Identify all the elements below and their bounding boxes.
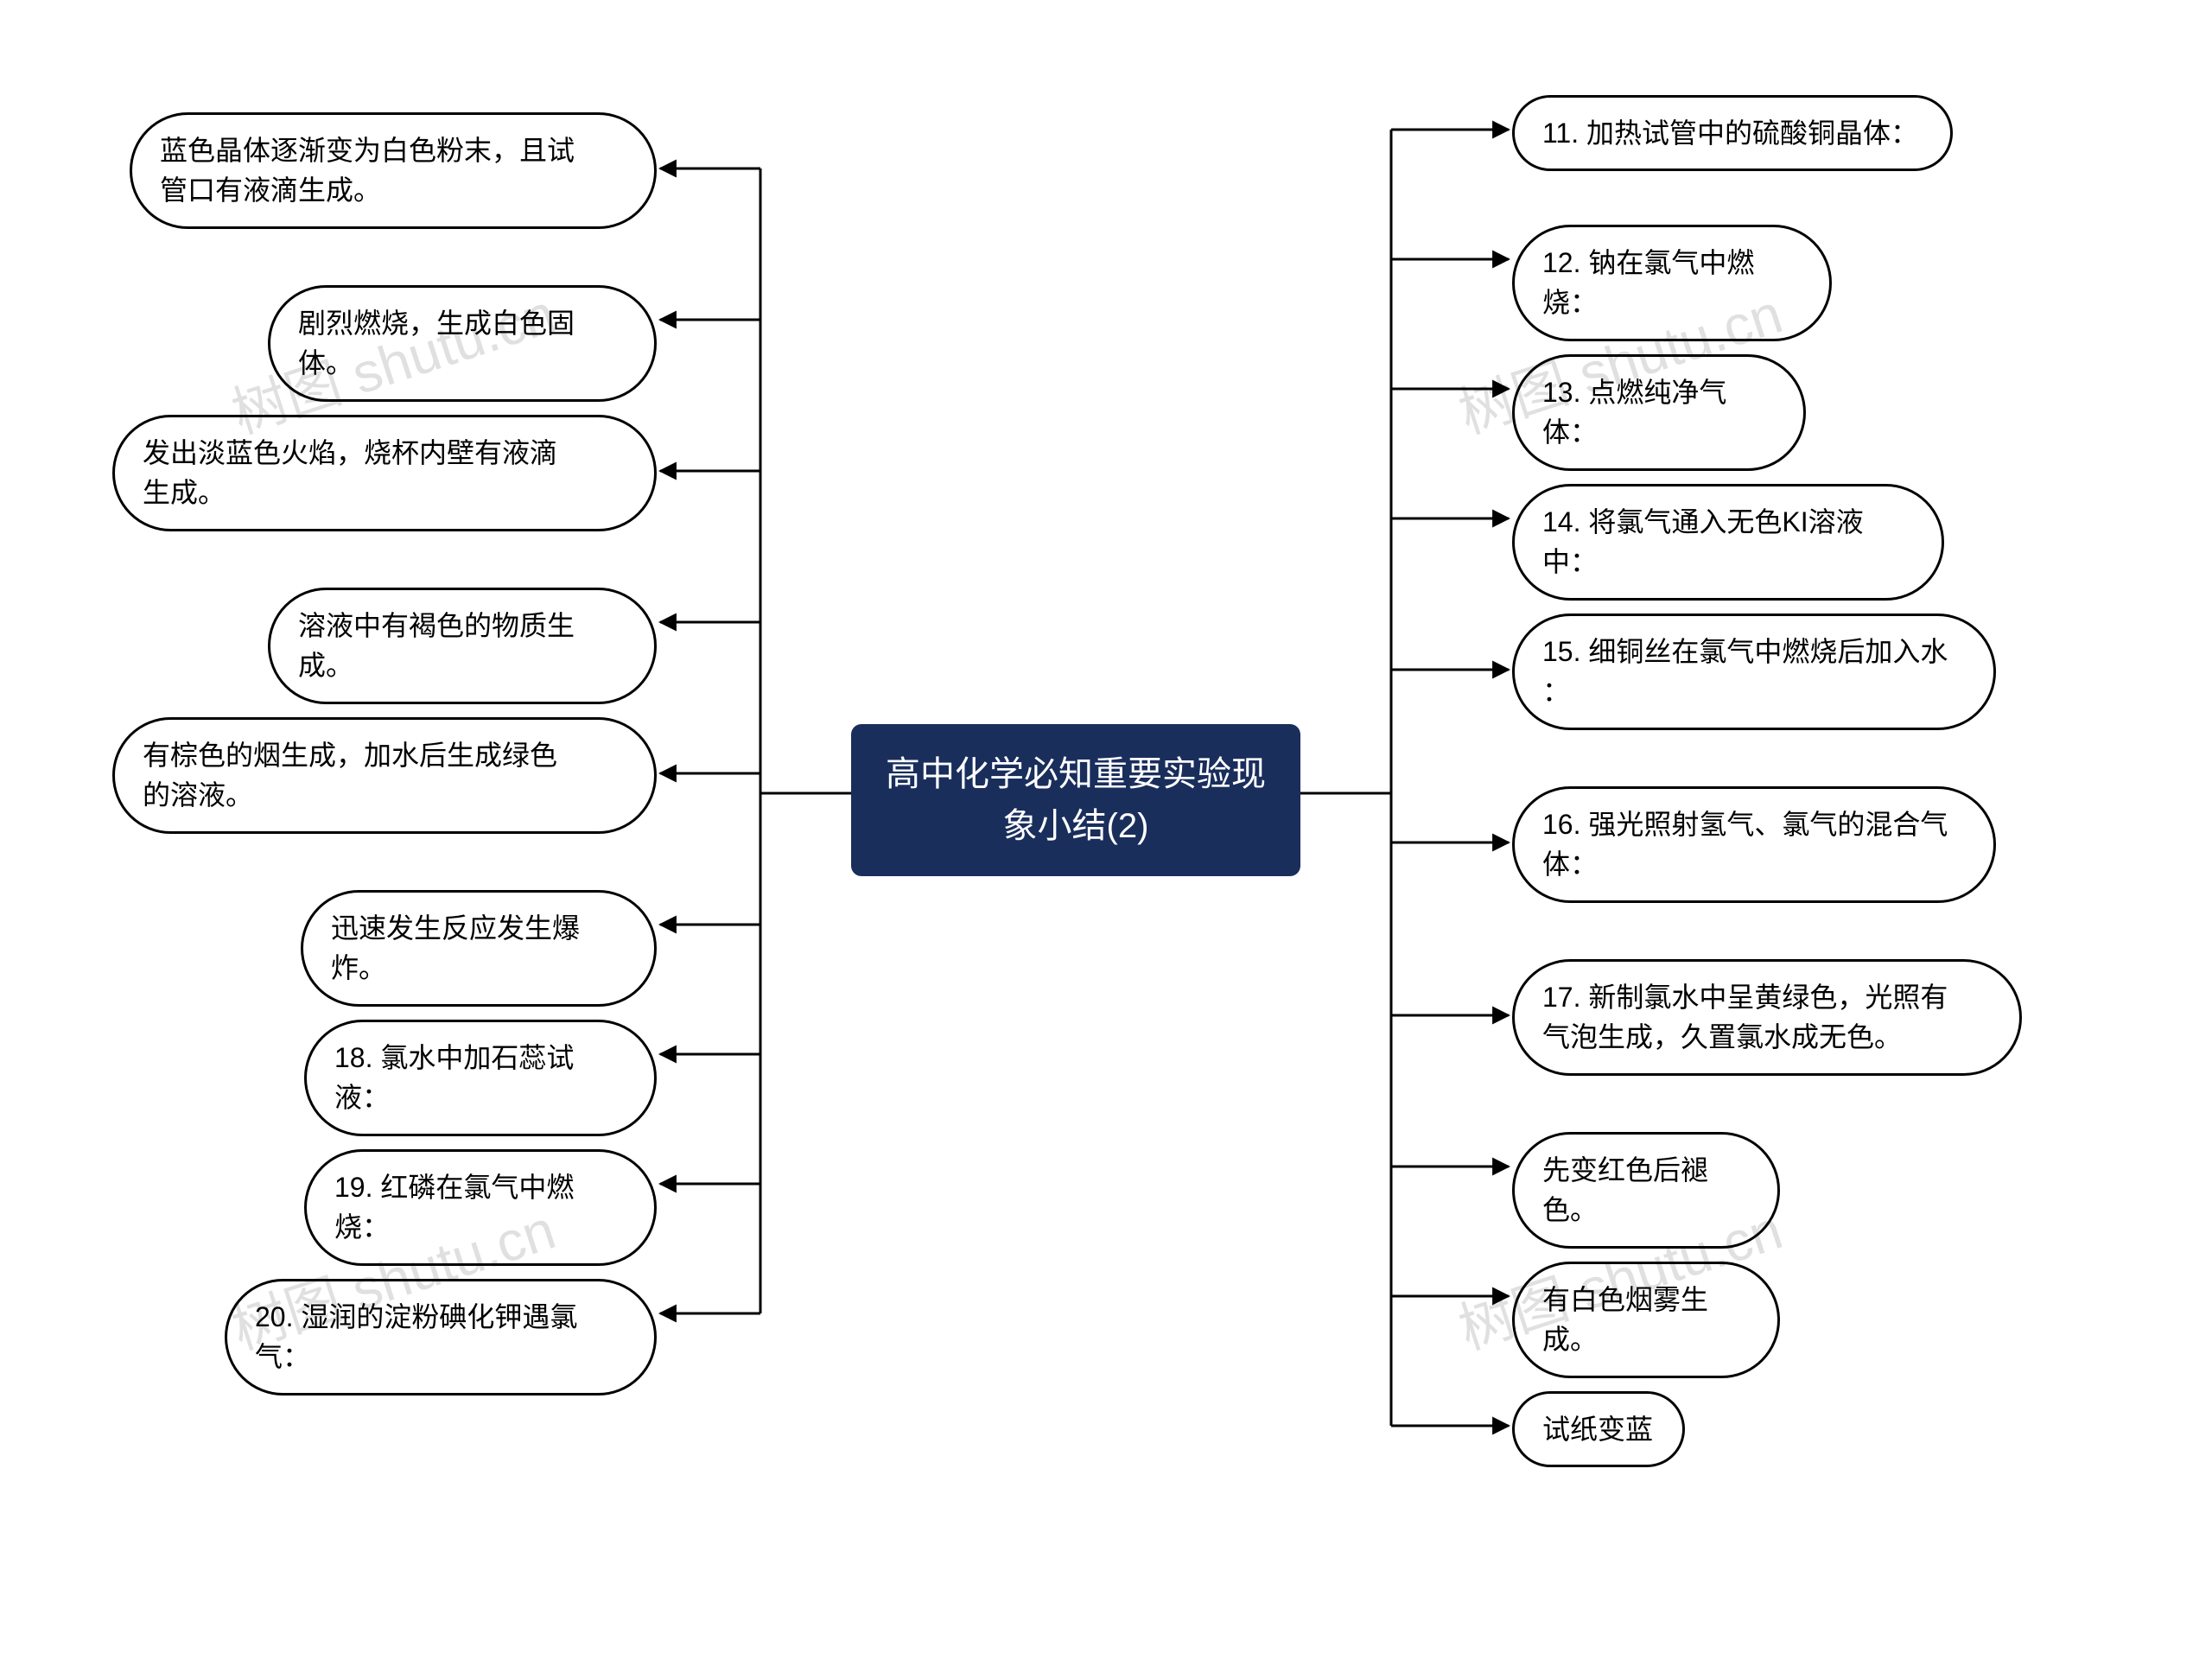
mindmap-canvas: 高中化学必知重要实验现象小结(2) 蓝色晶体逐渐变为白色粉末，且试管口有液滴生成… (0, 0, 2212, 1653)
left-node-9: 20. 湿润的淀粉碘化钾遇氯气： (225, 1279, 657, 1396)
left-node-2: 剧烈燃烧，生成白色固体。 (268, 285, 657, 402)
right-node-6: 16. 强光照射氢气、氯气的混合气体： (1512, 786, 1996, 903)
right-node-2: 12. 钠在氯气中燃烧： (1512, 225, 1832, 341)
left-node-1: 蓝色晶体逐渐变为白色粉末，且试管口有液滴生成。 (130, 112, 657, 229)
right-node-1: 11. 加热试管中的硫酸铜晶体： (1512, 95, 1953, 171)
left-node-7: 18. 氯水中加石蕊试液： (304, 1020, 657, 1136)
left-node-6: 迅速发生反应发生爆炸。 (301, 890, 657, 1007)
left-node-5: 有棕色的烟生成，加水后生成绿色的溶液。 (112, 717, 657, 834)
right-node-3: 13. 点燃纯净气体： (1512, 354, 1806, 471)
center-node: 高中化学必知重要实验现象小结(2) (851, 724, 1300, 876)
right-node-7: 17. 新制氯水中呈黄绿色，光照有气泡生成，久置氯水成无色。 (1512, 959, 2022, 1076)
right-node-8: 先变红色后褪色。 (1512, 1132, 1780, 1249)
right-node-4: 14. 将氯气通入无色KI溶液中： (1512, 484, 1944, 601)
right-node-9: 有白色烟雾生成。 (1512, 1262, 1780, 1378)
left-node-4: 溶液中有褐色的物质生成。 (268, 588, 657, 704)
right-node-5: 15. 细铜丝在氯气中燃烧后加入水： (1512, 614, 1996, 730)
left-node-8: 19. 红磷在氯气中燃烧： (304, 1149, 657, 1266)
right-node-10: 试纸变蓝 (1512, 1391, 1685, 1467)
left-node-3: 发出淡蓝色火焰，烧杯内壁有液滴生成。 (112, 415, 657, 531)
